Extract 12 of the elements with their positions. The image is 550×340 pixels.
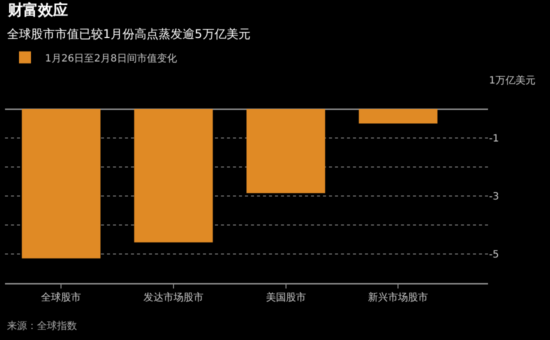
legend-label: 1月26日至2月8日间市值变化 — [45, 52, 177, 64]
x-tick-label: 新兴市场股市 — [368, 292, 428, 304]
source-note: 来源：全球指数 — [7, 320, 77, 332]
x-tick-label: 美国股市 — [266, 292, 306, 304]
chart-subtitle: 全球股市市值已较1月份高点蒸发逾5万亿美元 — [7, 27, 250, 41]
x-tick-label: 全球股市 — [41, 292, 82, 304]
y-tick-label: -3 — [489, 192, 499, 202]
y-tick-label: 1万亿美元 — [489, 74, 536, 86]
y-tick-label: -5 — [489, 250, 499, 260]
x-tick-label: 发达市场股市 — [143, 292, 204, 304]
chart-title: 财富效应 — [7, 1, 68, 19]
y-tick-label: -1 — [489, 134, 499, 144]
